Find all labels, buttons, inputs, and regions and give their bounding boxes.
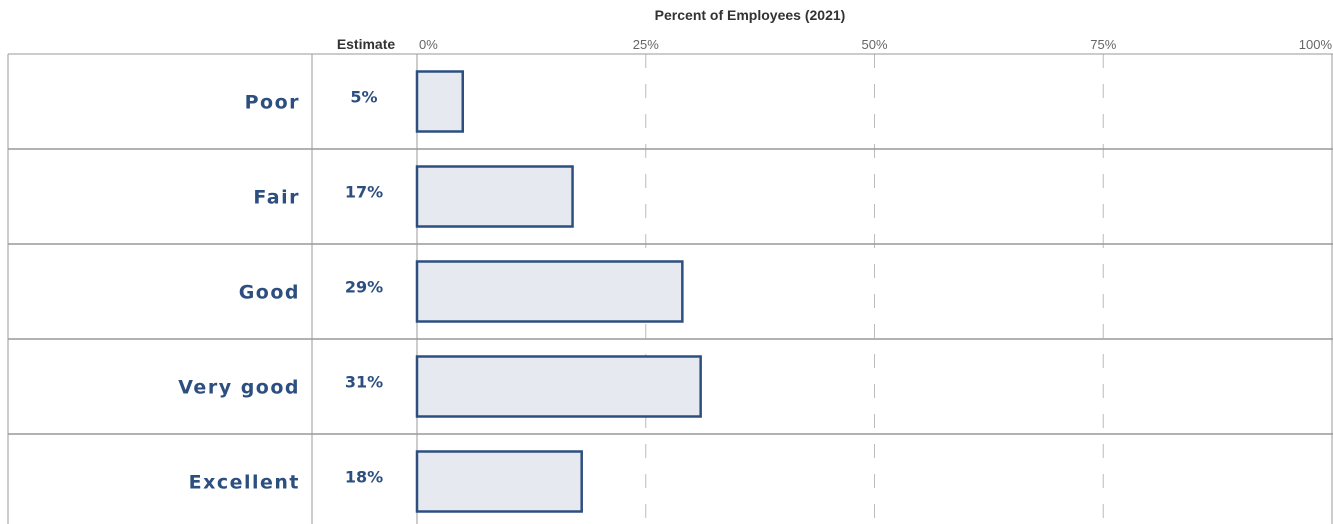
table-row: Good 29%	[239, 260, 684, 323]
table-row: Poor 5%	[245, 70, 464, 133]
category-label: Good	[239, 282, 300, 304]
grid-lines	[645, 54, 1104, 524]
tick-label-50: 50%	[861, 37, 887, 52]
bar	[415, 450, 583, 513]
chart-title: Percent of Employees (2021)	[655, 7, 846, 23]
tick-label-25: 25%	[633, 37, 659, 52]
estimate-header: Estimate	[337, 36, 396, 52]
tick-labels: 0% 25% 50% 75% 100%	[419, 37, 1332, 52]
estimate-label: 17%	[345, 183, 383, 202]
table-row: Very good 31%	[178, 355, 702, 418]
estimate-label: 5%	[350, 88, 377, 107]
bar	[415, 355, 702, 418]
rows: Poor 5% Fair 17% Good 29% Very good 31% Excellen…	[178, 70, 702, 513]
bar	[415, 70, 464, 133]
table-row: Excellent 18%	[189, 450, 583, 513]
tick-label-0: 0%	[419, 37, 438, 52]
estimate-label: 18%	[345, 468, 383, 487]
estimate-label: 31%	[345, 373, 383, 392]
tick-label-75: 75%	[1090, 37, 1116, 52]
bar	[415, 165, 574, 228]
bar	[415, 260, 684, 323]
category-label: Poor	[245, 92, 300, 114]
table-row: Fair 17%	[253, 165, 574, 228]
category-label: Very good	[178, 377, 300, 399]
category-label: Fair	[253, 187, 300, 209]
tick-label-100: 100%	[1299, 37, 1333, 52]
category-label: Excellent	[189, 472, 300, 494]
estimate-label: 29%	[345, 278, 383, 297]
